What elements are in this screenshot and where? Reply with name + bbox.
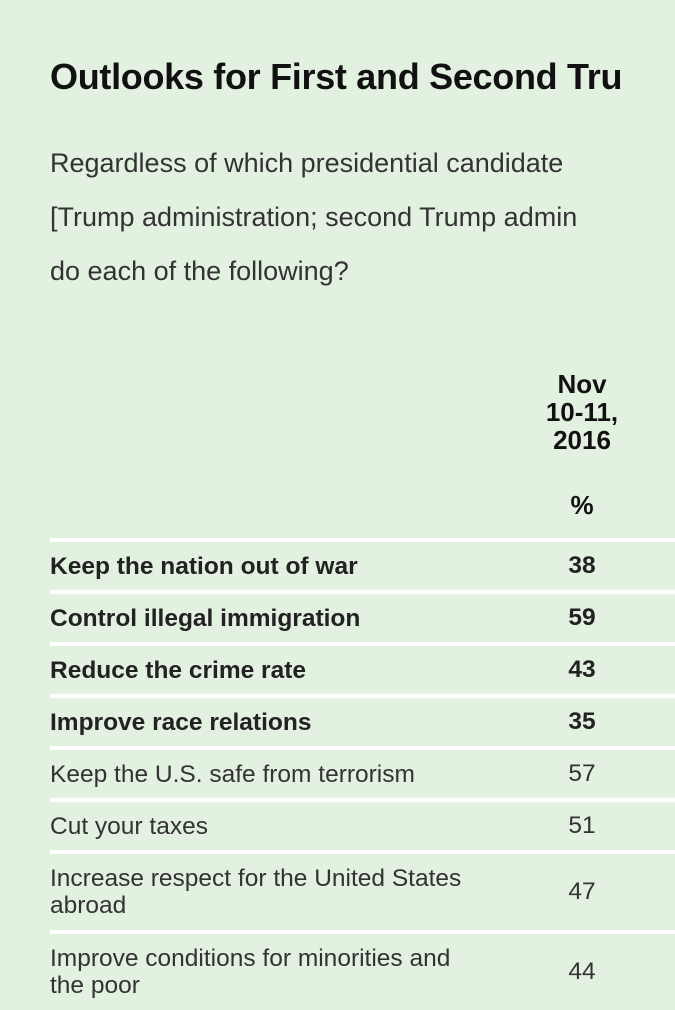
row-label: Cut your taxes: [50, 812, 208, 840]
question-text: Regardless of which presidential candida…: [50, 136, 577, 298]
table-row: Control illegal immigration 59: [50, 590, 675, 642]
header-line: 10-11,: [545, 397, 619, 427]
question-line: Regardless of which presidential candida…: [50, 148, 564, 178]
table-row: Cut your taxes 51: [50, 798, 675, 850]
row-value: 59: [568, 604, 596, 631]
question-line: [Trump administration; second Trump admi…: [50, 202, 578, 232]
table-row: Improve race relations 35: [50, 694, 675, 746]
row-value: 57: [568, 760, 596, 787]
row-value: 51: [568, 812, 596, 839]
table-row: Keep the U.S. safe from terrorism 57: [50, 746, 675, 798]
row-value: 38: [568, 552, 596, 579]
row-value: 44: [568, 958, 596, 985]
table-row: Reduce the crime rate 43: [50, 642, 675, 694]
row-label: Keep the nation out of war: [50, 552, 358, 580]
table-row: Keep the nation out of war 38: [50, 538, 675, 590]
question-line: do each of the following?: [50, 256, 349, 286]
header-line: Nov: [557, 369, 607, 399]
row-label: Reduce the crime rate: [50, 656, 306, 684]
row-value: 47: [568, 878, 596, 905]
row-label: Keep the U.S. safe from terrorism: [50, 760, 415, 788]
column-header-date: Nov 10-11, 2016: [520, 370, 644, 454]
row-label: Improve conditions for minorities and th…: [50, 945, 451, 999]
row-label: Improve race relations: [50, 708, 312, 736]
row-label: Control illegal immigration: [50, 604, 361, 632]
table-row: Improve conditions for minorities and th…: [50, 930, 675, 1010]
row-value: 35: [568, 708, 596, 735]
row-value: 43: [568, 656, 596, 683]
row-label: Increase respect for the United States a…: [50, 865, 462, 919]
page-title: Outlooks for First and Second Tru: [50, 56, 623, 97]
data-table: Keep the nation out of war 38 Control ille…: [50, 538, 675, 1010]
header-line: 2016: [553, 425, 611, 455]
column-unit: %: [570, 490, 594, 520]
table-row: Increase respect for the United States a…: [50, 850, 675, 930]
